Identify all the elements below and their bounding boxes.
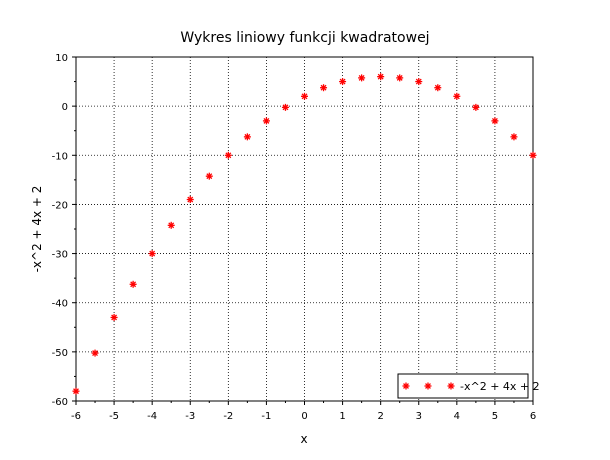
- data-point: [491, 117, 499, 125]
- legend-marker: [424, 382, 432, 390]
- data-point: [320, 84, 328, 92]
- data-point: [339, 78, 347, 86]
- legend-marker: [447, 382, 455, 390]
- x-tick-label: 3: [416, 411, 422, 422]
- data-point: [415, 78, 423, 86]
- data-point: [301, 92, 308, 100]
- y-tick-labels: 10 0 -10 -20 -30 -40 -50 -60: [52, 53, 68, 408]
- legend-markers: [402, 382, 455, 390]
- y-tick-label: -20: [52, 200, 68, 211]
- data-point: [72, 387, 80, 395]
- x-tick-label: -6: [71, 411, 81, 422]
- data-point: [205, 172, 213, 180]
- data-point: [377, 73, 385, 81]
- grid: [76, 57, 533, 401]
- data-point: [472, 103, 480, 111]
- x-tick-label: 4: [454, 411, 460, 422]
- data-point: [510, 133, 518, 141]
- data-point: [396, 74, 404, 82]
- legend-label: -x^2 + 4x + 2: [460, 380, 540, 393]
- x-tick-label: 2: [377, 411, 383, 422]
- data-point: [186, 196, 194, 204]
- x-tick-label: -2: [223, 411, 233, 422]
- data-points: [72, 73, 537, 395]
- y-tick-label: -10: [52, 151, 68, 162]
- data-point: [91, 349, 99, 357]
- data-point: [129, 280, 137, 288]
- data-point: [110, 313, 118, 321]
- y-tick-label: -50: [52, 348, 68, 359]
- x-tick-label: 0: [301, 411, 307, 422]
- legend-box: [397, 373, 529, 399]
- x-tick-label: -3: [185, 411, 195, 422]
- y-axis-label: -x^2 + 4x + 2: [30, 186, 44, 273]
- x-tick-labels: -6 -5 -4 -3 -2 -1 0 1 2 3 4 5 6: [71, 411, 536, 422]
- data-point: [529, 151, 537, 159]
- data-point: [281, 103, 289, 111]
- x-axis-label: x: [300, 432, 307, 446]
- y-tick-label: 10: [55, 53, 68, 64]
- data-point: [167, 221, 175, 229]
- legend-marker: [402, 382, 410, 390]
- data-point: [262, 117, 270, 125]
- y-tick-label: -60: [52, 397, 68, 408]
- x-tick-label: -4: [147, 411, 157, 422]
- ticks: [72, 56, 534, 405]
- x-tick-label: -5: [109, 411, 119, 422]
- data-point: [358, 74, 366, 82]
- y-tick-label: -40: [52, 299, 68, 310]
- data-point: [148, 250, 156, 258]
- data-point: [243, 133, 251, 141]
- y-tick-label: 0: [62, 102, 68, 113]
- y-tick-label: -30: [52, 250, 68, 261]
- legend: -x^2 + 4x + 2: [397, 373, 540, 399]
- x-tick-label: 6: [530, 411, 536, 422]
- data-point: [224, 151, 232, 159]
- x-tick-label: 5: [492, 411, 498, 422]
- chart-title: Wykres liniowy funkcji kwadratowej: [180, 30, 429, 46]
- x-tick-label: -1: [261, 411, 271, 422]
- data-point: [434, 84, 442, 92]
- data-point: [453, 92, 461, 100]
- x-tick-label: 1: [339, 411, 345, 422]
